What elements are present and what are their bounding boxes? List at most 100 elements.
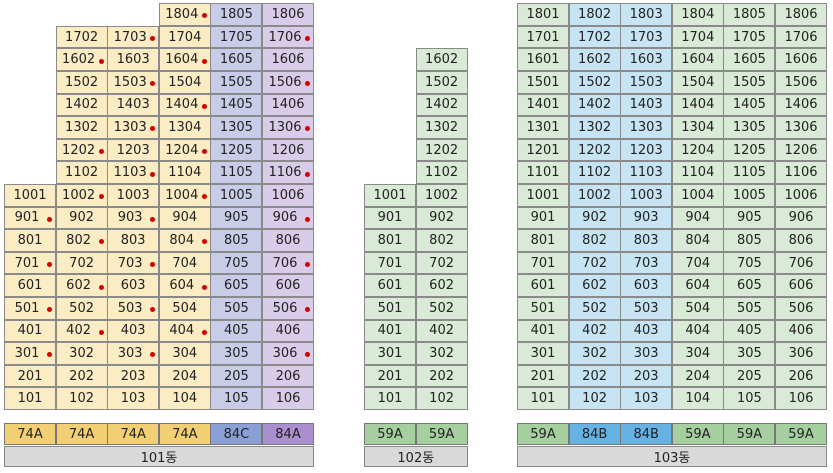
unit-number: 1804 (165, 6, 199, 22)
unit-cell: 1402 (55, 93, 108, 117)
unit-cell: 606 (775, 274, 827, 297)
unit-cell: 404 (671, 319, 724, 343)
unit-cell: 1406 (775, 93, 827, 117)
unit-number: 1106 (784, 165, 818, 181)
unit-number: 1804 (681, 6, 715, 22)
unit-cell: 1501 (517, 71, 569, 94)
unit-number: 501 (530, 300, 556, 316)
unit-number: 1405 (732, 97, 766, 113)
unit-number: 1506 (268, 74, 302, 90)
unit-cell: 1105 (723, 161, 776, 184)
unit-cell: 1405 (723, 93, 776, 117)
unit-cell: 1602 (568, 48, 621, 71)
unit-number: 305 (223, 345, 249, 361)
unit-cell: 701 (4, 251, 56, 275)
unit-number: 1203 (116, 142, 150, 158)
unit-number: 702 (429, 255, 454, 271)
unit-cell: 602 (568, 274, 621, 297)
unit-number: 801 (17, 232, 43, 248)
unit-cell: 104 (671, 387, 724, 410)
unit-number: 601 (377, 278, 403, 294)
unit-number: 806 (788, 232, 814, 248)
unit-number: 102 (429, 391, 454, 407)
unit-cell: 1503 (620, 71, 673, 94)
unit-number: 904 (172, 210, 198, 226)
unit-number: 1005 (219, 187, 253, 203)
unit-cell: 1805 (723, 3, 776, 26)
unit-number: 401 (377, 323, 403, 339)
unit-cell: 1502 (568, 71, 621, 94)
unit-number: 705 (223, 255, 249, 271)
unit-number: 402 (582, 323, 607, 339)
unit-number: 202 (69, 368, 94, 384)
unit-cell: 705 (210, 251, 263, 275)
unit-number: 1501 (526, 74, 560, 90)
unit-cell: 104 (158, 387, 211, 410)
unit-cell: 1002 (55, 184, 108, 207)
unit-number: 1401 (526, 97, 560, 113)
unit-number: 102 (69, 391, 94, 407)
unit-cell: 1203 (107, 138, 160, 162)
unit-cell: 1001 (517, 184, 569, 207)
unit-number: 505 (736, 300, 762, 316)
unit-number: 1702 (65, 29, 99, 45)
unit-cell: 405 (210, 319, 263, 343)
unit-number: 604 (169, 278, 195, 294)
unit-cell: 804 (158, 229, 211, 252)
unit-number: 804 (169, 232, 195, 248)
unit-cell: 1703 (107, 25, 160, 49)
unit-cell: 906 (262, 206, 314, 230)
unit-number: 1706 (784, 29, 818, 45)
unit-cell: 903 (620, 206, 673, 230)
marker-dot-icon (305, 81, 310, 87)
unit-cell: 1603 (107, 48, 160, 71)
unit-cell: 1202 (415, 138, 468, 162)
unit-number: 1803 (629, 6, 663, 22)
unit-cell: 802 (55, 229, 108, 252)
unit-cell: 102 (568, 387, 621, 410)
marker-dot-icon (47, 216, 52, 222)
unit-cell: 1103 (107, 161, 160, 184)
unit-cell: 701 (364, 251, 416, 275)
unit-cell: 1304 (158, 116, 211, 139)
unit-number: 204 (172, 368, 198, 384)
marker-dot-icon (150, 81, 156, 87)
unit-number: 1002 (578, 187, 612, 203)
unit-cell: 1306 (262, 116, 314, 139)
unit-number: 1601 (526, 52, 560, 68)
unit-cell: 1703 (620, 25, 673, 49)
unit-cell: 103 (107, 387, 160, 410)
unit-number: 1802 (578, 6, 612, 22)
unit-cell: 503 (107, 297, 160, 320)
unit-type-label: 84A (262, 423, 314, 445)
unit-cell: 205 (723, 364, 776, 388)
unit-cell: 905 (210, 206, 263, 230)
unit-number: 1402 (425, 97, 459, 113)
unit-cell: 1001 (4, 184, 56, 207)
unit-cell: 1003 (107, 184, 160, 207)
unit-number: 1806 (784, 6, 818, 22)
unit-cell: 206 (775, 364, 827, 388)
unit-number: 1603 (629, 52, 663, 68)
unit-number: 306 (788, 345, 814, 361)
unit-number: 603 (120, 278, 146, 294)
unit-type-label: 74A (55, 423, 108, 445)
unit-number: 903 (117, 210, 143, 226)
unit-cell: 702 (415, 251, 468, 275)
unit-cell: 1504 (158, 71, 211, 94)
unit-number: 203 (120, 368, 146, 384)
unit-number: 502 (69, 300, 94, 316)
unit-cell: 403 (107, 319, 160, 343)
unit-cell: 302 (415, 342, 468, 365)
unit-number: 1202 (425, 142, 459, 158)
unit-cell: 401 (4, 319, 56, 343)
unit-cell: 1002 (415, 184, 468, 207)
unit-number: 805 (736, 232, 762, 248)
unit-number: 1402 (65, 97, 99, 113)
unit-cell: 1303 (620, 116, 673, 139)
unit-type-label: 84B (568, 423, 621, 445)
marker-dot-icon (47, 262, 52, 268)
unit-number: 304 (685, 345, 711, 361)
unit-cell: 703 (107, 251, 160, 275)
unit-cell: 601 (517, 274, 569, 297)
